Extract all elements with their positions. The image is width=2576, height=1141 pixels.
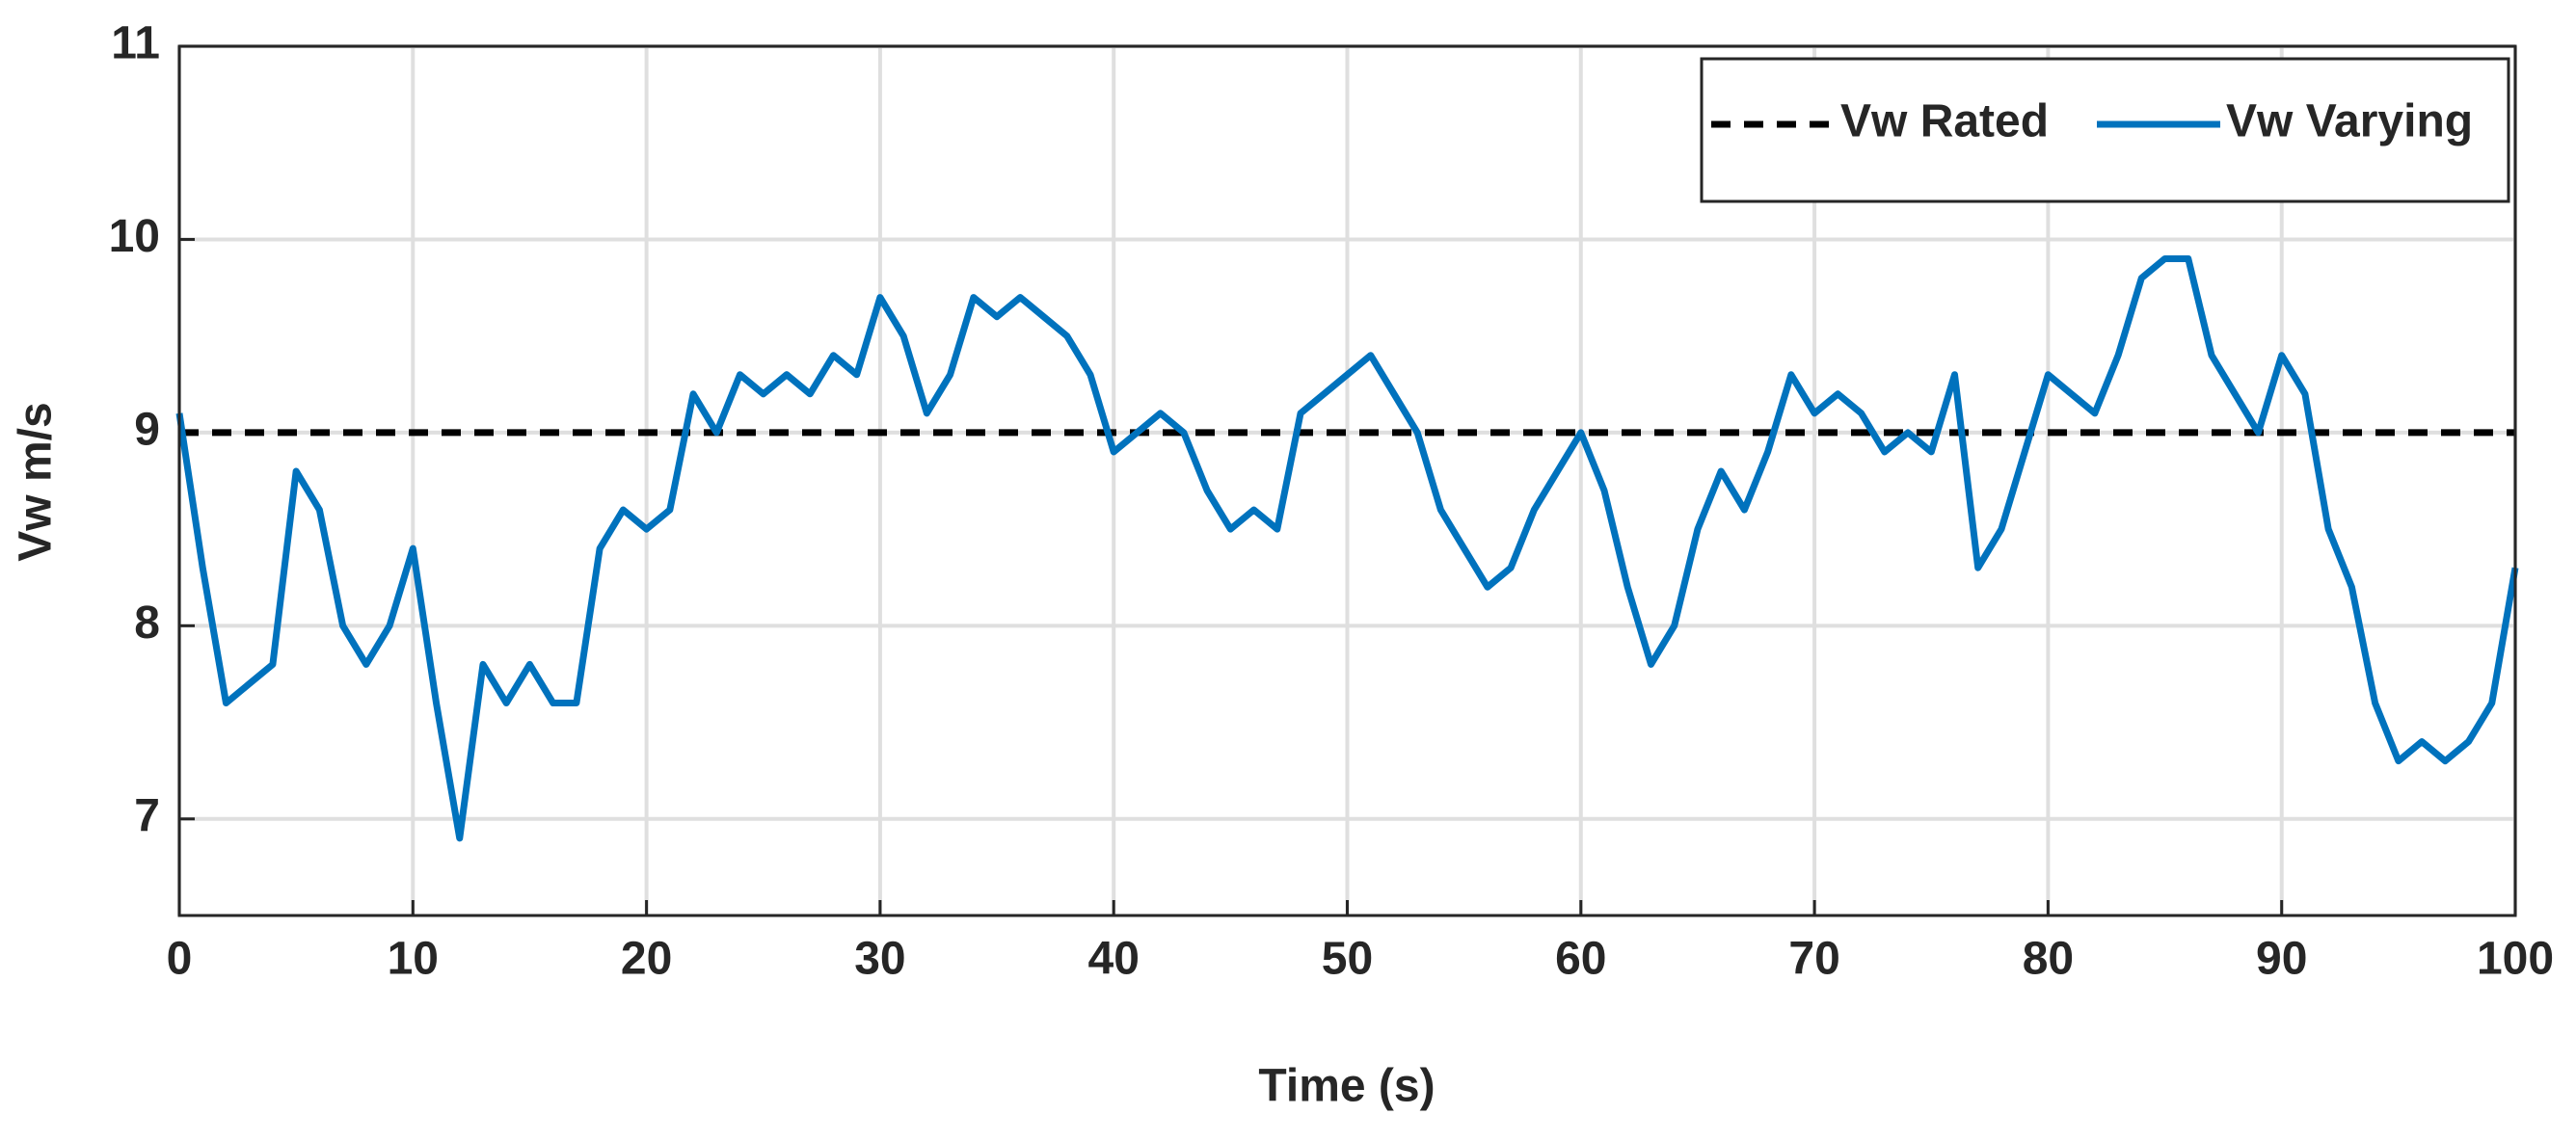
x-tick-label: 0 bbox=[167, 934, 193, 985]
x-tick-label: 80 bbox=[2023, 934, 2074, 985]
x-tick-label: 60 bbox=[1555, 934, 1606, 985]
y-tick-label: 9 bbox=[134, 405, 160, 456]
x-tick-label: 30 bbox=[854, 934, 905, 985]
x-tick-label: 20 bbox=[621, 934, 672, 985]
legend-label: Vw Rated bbox=[1840, 96, 2049, 147]
y-tick-label: 7 bbox=[134, 790, 160, 841]
x-tick-label: 90 bbox=[2256, 934, 2307, 985]
y-axis-label: Vw m/s bbox=[11, 402, 62, 561]
x-tick-label: 70 bbox=[1788, 934, 1839, 985]
y-tick-label: 8 bbox=[134, 597, 160, 649]
plot-frame bbox=[177, 44, 2517, 917]
legend-label: Vw Varying bbox=[2226, 96, 2473, 147]
x-tick-label: 40 bbox=[1088, 934, 1140, 985]
data-line bbox=[175, 254, 2519, 842]
y-tick-label: 10 bbox=[109, 211, 160, 262]
x-tick-label: 10 bbox=[388, 934, 439, 985]
x-tick-label: 100 bbox=[2477, 934, 2554, 985]
x-axis-label: Time (s) bbox=[1258, 1061, 1435, 1112]
legend-box bbox=[1700, 57, 2510, 203]
x-tick-label: 50 bbox=[1322, 934, 1373, 985]
y-tick-label: 11 bbox=[111, 18, 160, 69]
